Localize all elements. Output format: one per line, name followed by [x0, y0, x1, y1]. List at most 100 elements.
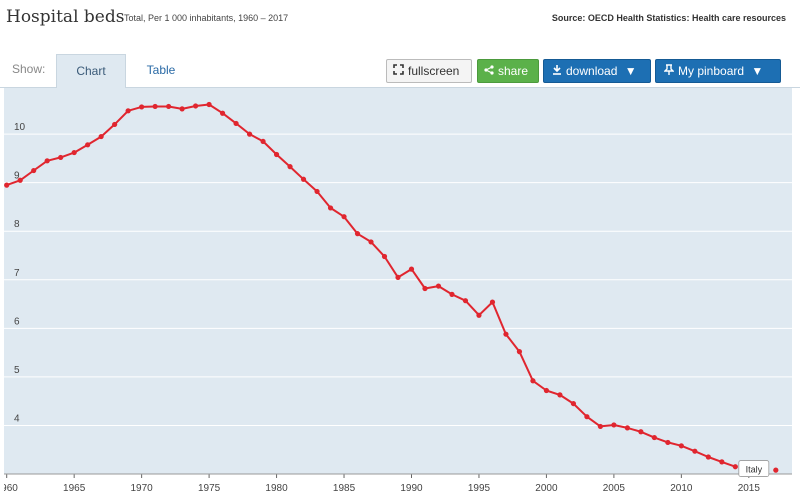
- data-point: [246, 131, 253, 137]
- download-label: download: [566, 64, 618, 78]
- x-tick-label: 1980: [265, 483, 288, 494]
- fullscreen-button[interactable]: fullscreen: [386, 59, 472, 83]
- data-point: [179, 106, 185, 112]
- x-tick-label: 1970: [131, 483, 154, 494]
- caret-down-icon: ▼: [624, 64, 637, 78]
- data-point: [368, 239, 374, 245]
- x-tick-label: 1985: [333, 483, 356, 494]
- download-icon: [552, 60, 562, 82]
- data-point: [112, 121, 118, 128]
- x-tick-label: 1960: [4, 483, 18, 494]
- pin-icon: [663, 60, 675, 82]
- data-point: [503, 331, 509, 337]
- header: Hospital beds Total, Per 1 000 inhabitan…: [0, 0, 800, 36]
- line-chart: 4 5 6 7 8 9 10 1960 1965 1970 1975 1980 1985 1990 1995…: [0, 88, 792, 494]
- series-label: Italy: [746, 465, 763, 475]
- tab-table[interactable]: Table: [146, 63, 176, 77]
- pinboard-label: My pinboard: [678, 64, 745, 78]
- tab-chart[interactable]: Chart: [56, 54, 126, 89]
- plot-background: [4, 88, 792, 474]
- data-point: [381, 253, 388, 260]
- data-point: [408, 266, 415, 272]
- y-tick-label: 8: [14, 219, 20, 230]
- data-point: [31, 167, 37, 174]
- share-button[interactable]: share: [477, 59, 539, 83]
- data-point: [4, 182, 10, 188]
- y-tick-label: 4: [14, 413, 20, 424]
- data-point: [354, 231, 361, 237]
- data-point: [327, 205, 334, 211]
- data-point: [206, 101, 212, 108]
- y-tick-label: 7: [14, 268, 20, 279]
- data-point: [773, 467, 779, 473]
- data-point: [719, 459, 725, 465]
- x-tick-label: 2010: [670, 483, 693, 494]
- x-tick-label: 2015: [738, 483, 761, 494]
- data-point: [341, 214, 347, 220]
- x-tick-label: 1995: [468, 483, 491, 494]
- data-point: [58, 154, 64, 161]
- series-label-box: [738, 460, 770, 477]
- data-point: [287, 164, 293, 170]
- chart-area: 4 5 6 7 8 9 10 1960 1965 1970 1975 1980 1985 1990 1995…: [0, 88, 792, 496]
- data-point: [85, 142, 91, 148]
- data-point: [597, 423, 603, 430]
- data-point: [219, 110, 226, 116]
- data-point: [678, 443, 684, 449]
- data-point: [44, 158, 50, 164]
- data-point: [395, 274, 401, 280]
- y-tick-label: 5: [14, 365, 20, 376]
- data-point: [489, 299, 496, 305]
- data-point: [476, 312, 482, 318]
- data-point: [651, 434, 657, 441]
- data-point: [233, 120, 239, 127]
- x-tick-label: 1975: [198, 483, 221, 494]
- data-point: [17, 177, 23, 183]
- fullscreen-label: fullscreen: [408, 64, 460, 78]
- data-point: [638, 429, 644, 435]
- data-point: [624, 425, 630, 431]
- y-tick-label: 10: [14, 122, 26, 133]
- data-point: [152, 103, 158, 110]
- caret-down-icon: ▼: [751, 64, 764, 78]
- data-point: [665, 439, 671, 446]
- x-tick-label: 2005: [603, 483, 626, 494]
- data-point: [139, 104, 145, 110]
- download-button[interactable]: download ▼: [543, 59, 651, 83]
- data-point: [193, 103, 199, 109]
- page-subtitle: Total, Per 1 000 inhabitants, 1960 – 201…: [124, 13, 289, 23]
- data-point: [557, 392, 563, 398]
- data-point: [435, 283, 442, 289]
- data-point: [516, 349, 523, 355]
- data-point: [570, 400, 577, 407]
- data-point: [705, 454, 711, 460]
- data-point: [692, 448, 698, 454]
- show-label: Show:: [12, 62, 46, 76]
- data-point: [462, 298, 469, 304]
- data-point: [611, 422, 617, 428]
- x-tick-label: 1990: [400, 483, 423, 494]
- data-point: [422, 285, 428, 292]
- source-label: Source: OECD Health Statistics: Health c…: [551, 13, 786, 23]
- page-title: Hospital beds: [6, 7, 125, 27]
- share-icon: [484, 60, 494, 82]
- data-point: [260, 138, 266, 145]
- data-point: [125, 108, 131, 114]
- expand-icon: [393, 60, 404, 82]
- share-label: share: [498, 64, 529, 78]
- data-point: [732, 464, 738, 470]
- data-point: [71, 149, 77, 156]
- toolbar: Show: Chart Table: [0, 52, 800, 89]
- data-point: [273, 151, 280, 158]
- data-point: [584, 414, 590, 420]
- data-point: [300, 176, 307, 182]
- data-point: [530, 378, 536, 384]
- data-point: [543, 387, 550, 394]
- y-tick-label: 6: [14, 316, 20, 327]
- y-tick-label: 9: [14, 171, 20, 182]
- x-tick-label: 2000: [535, 483, 558, 494]
- data-point: [98, 133, 104, 140]
- data-point: [314, 188, 320, 195]
- pinboard-button[interactable]: My pinboard ▼: [655, 59, 781, 83]
- data-point: [449, 291, 455, 297]
